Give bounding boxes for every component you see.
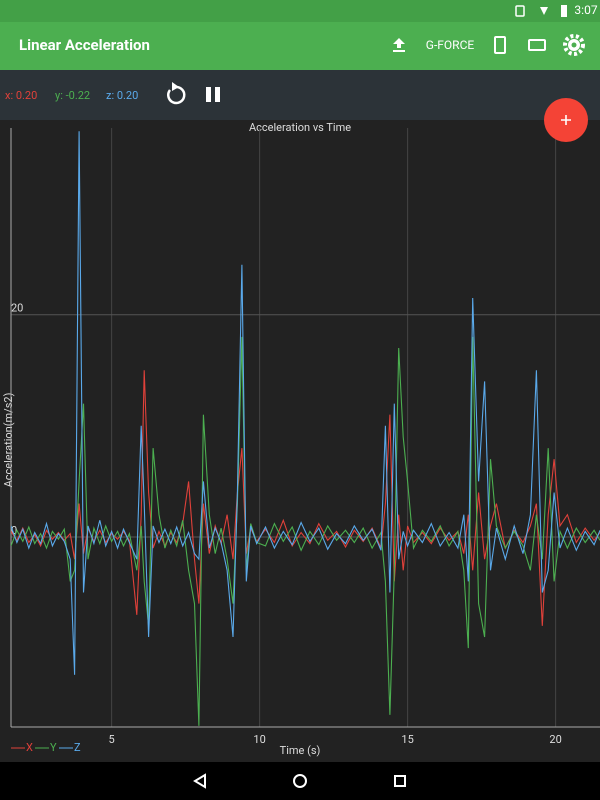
readout-y: y: -0.22 xyxy=(55,89,90,102)
clock: 3:07 xyxy=(574,3,597,17)
x-tick-label: 5 xyxy=(109,733,115,746)
x-tick-label: 15 xyxy=(401,733,413,746)
reset-button[interactable] xyxy=(167,82,186,105)
settings-button[interactable] xyxy=(563,34,585,56)
x-tick-label: 20 xyxy=(549,733,561,746)
status-icons xyxy=(515,5,567,17)
x-tick-label: 10 xyxy=(253,733,265,746)
nav-bar xyxy=(0,762,600,800)
app-bar xyxy=(0,22,600,70)
x-axis-label: Time (s) xyxy=(280,744,321,757)
plot: 5 10 15 20 0 20 X Y Z xyxy=(10,128,600,754)
series-line xyxy=(11,131,600,675)
readout-bar xyxy=(0,70,600,120)
back-button[interactable] xyxy=(193,773,206,789)
fab[interactable] xyxy=(544,98,588,142)
legend-label: Y xyxy=(50,741,57,754)
home-button[interactable] xyxy=(293,774,307,788)
y-tick-label: 20 xyxy=(11,302,23,315)
recents-button[interactable] xyxy=(394,775,406,787)
export-button[interactable] xyxy=(393,38,405,52)
status-bar xyxy=(0,0,600,22)
chart-title: Acceleration vs Time xyxy=(249,121,351,134)
legend-label: Z xyxy=(74,741,81,754)
app-title: Linear Acceleration xyxy=(19,36,150,54)
readout-z: z: 0.20 xyxy=(106,89,138,102)
g-force-button[interactable]: G-FORCE xyxy=(426,38,475,52)
phone-button[interactable] xyxy=(494,36,506,54)
y-axis-label: Acceleration(m/s2) xyxy=(2,392,15,487)
pause-button[interactable] xyxy=(206,87,220,102)
chart-area xyxy=(0,120,600,762)
readout-x: x: 0.20 xyxy=(5,89,37,102)
y-tick-label: 0 xyxy=(11,524,17,537)
landscape-button[interactable] xyxy=(528,39,546,51)
legend-label: X xyxy=(26,741,33,754)
